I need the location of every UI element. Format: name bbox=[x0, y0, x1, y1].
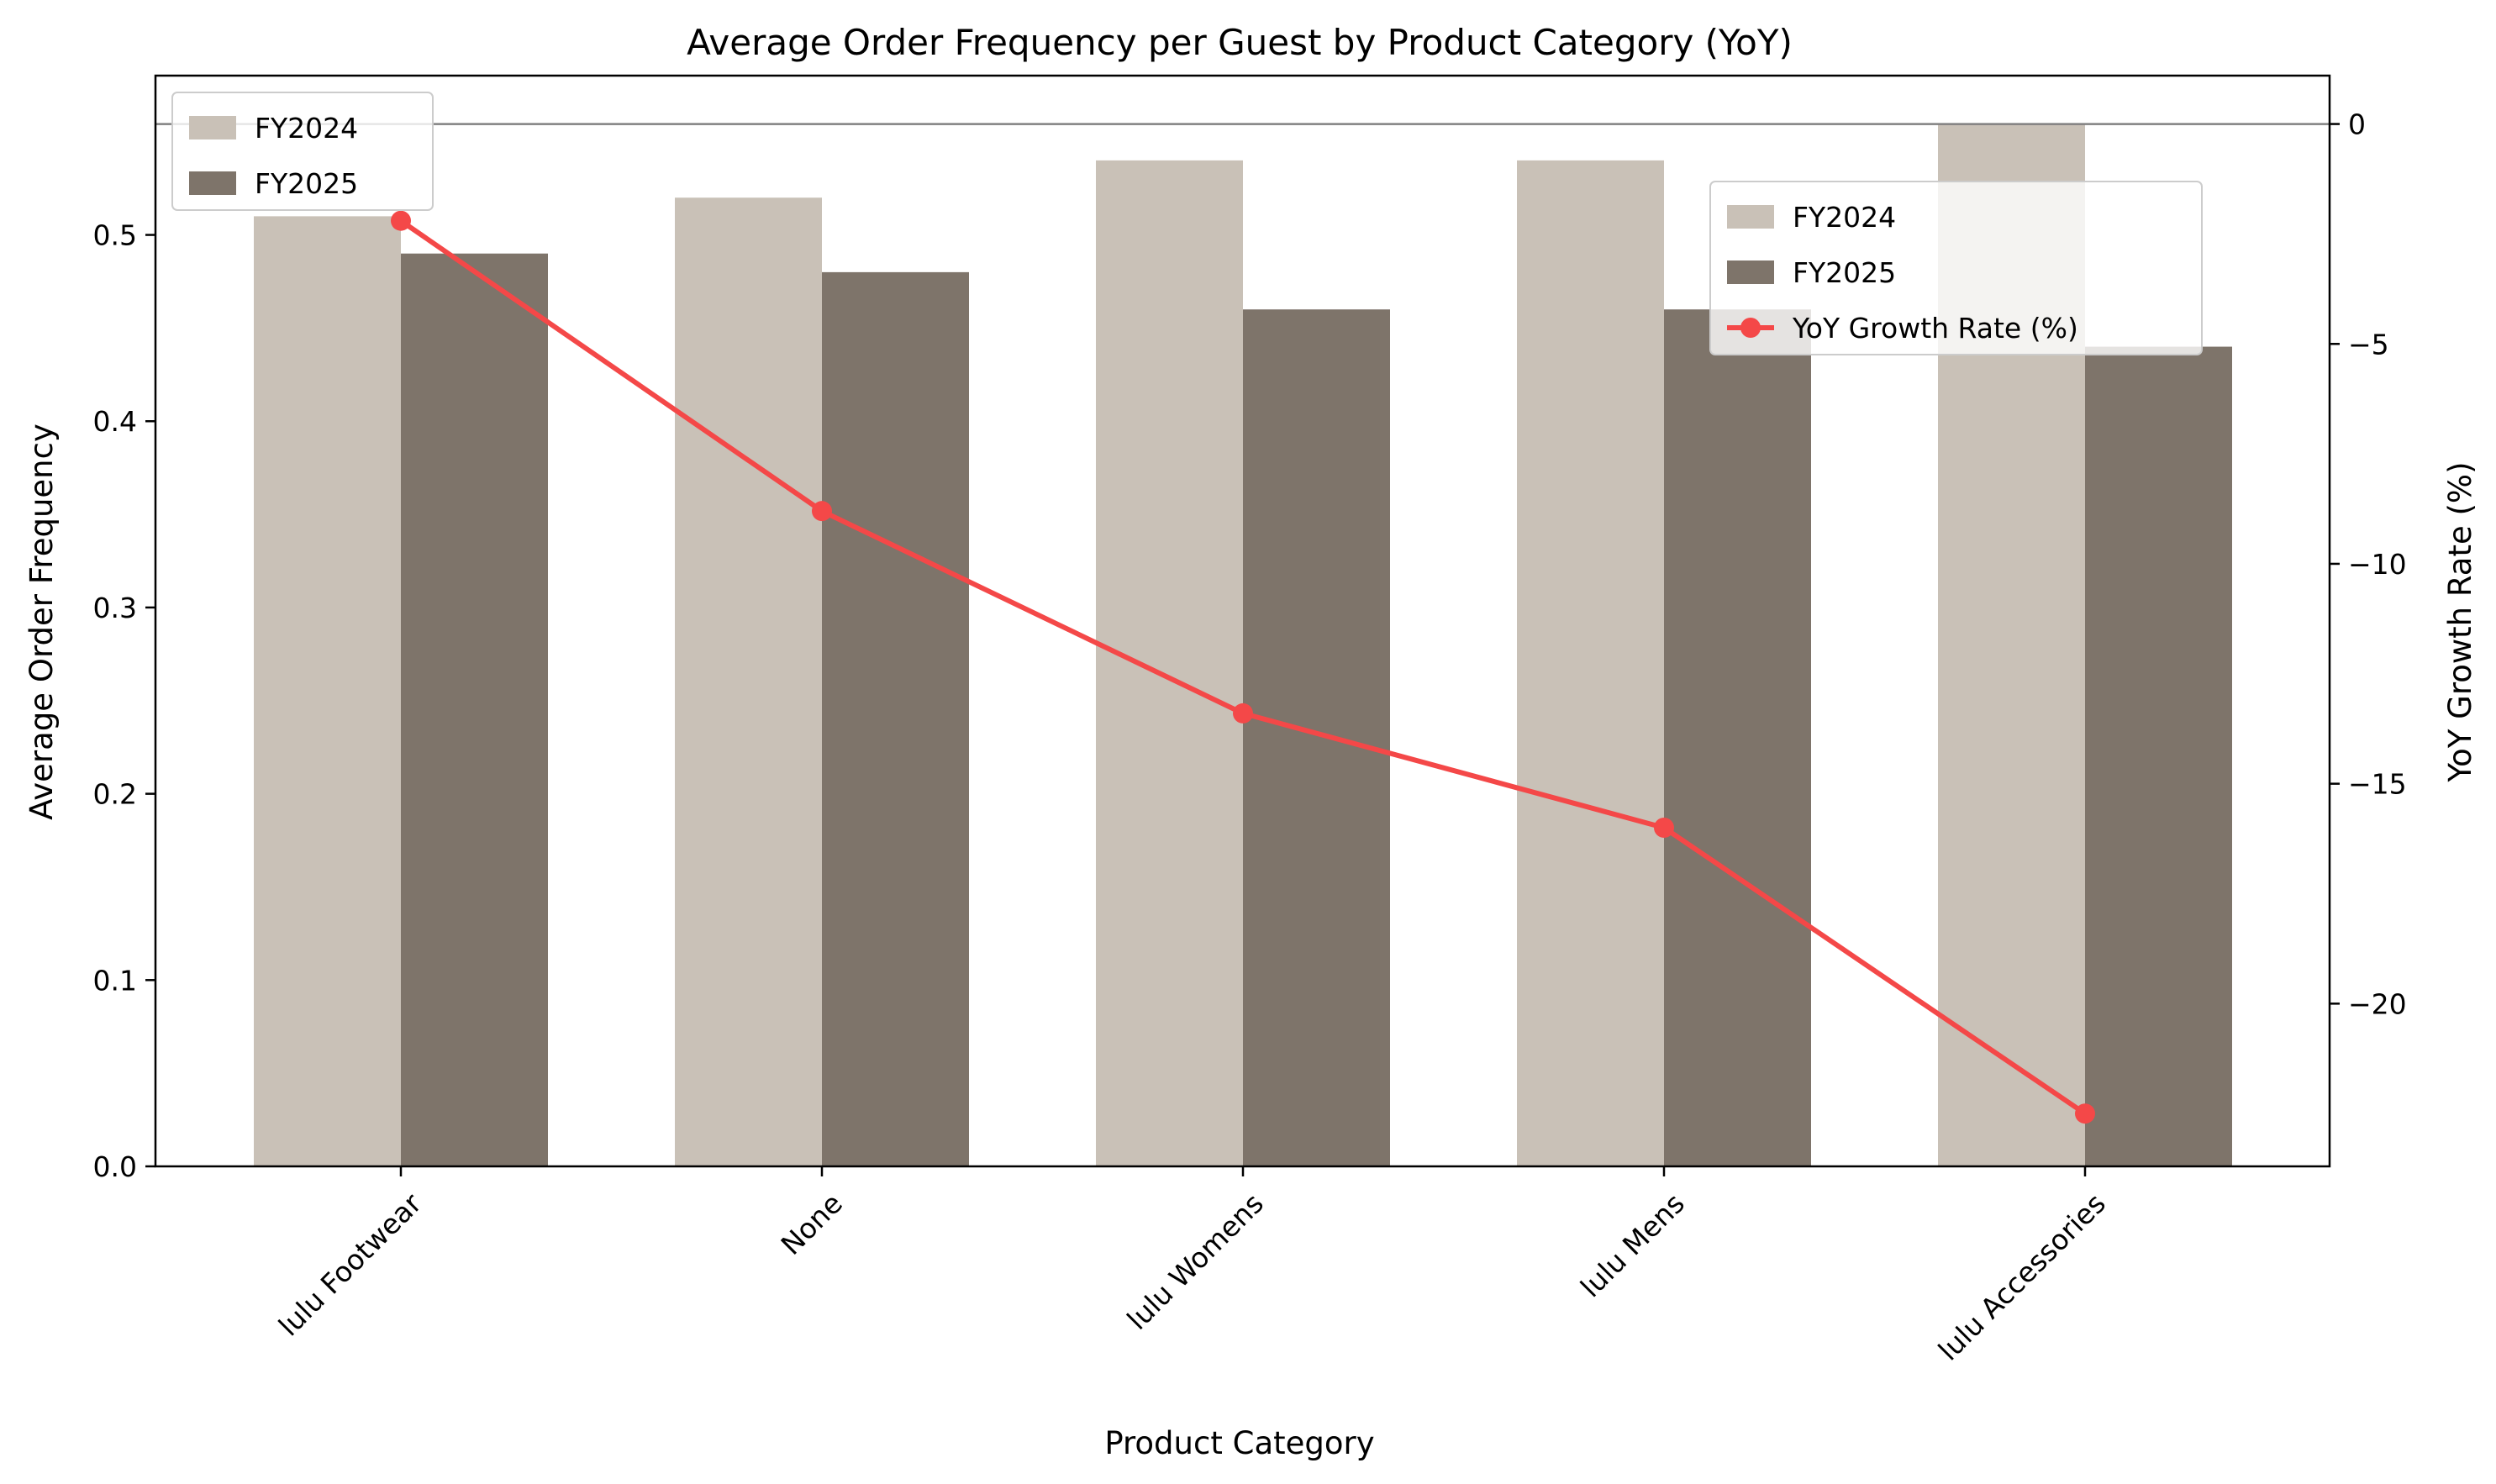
legend-right-label-0: FY2024 bbox=[1793, 201, 1896, 234]
y-tick-label-4: 0.4 bbox=[93, 405, 137, 438]
plot-area: 0.0 0.1 0.2 0.3 0.4 0.5 0 −5 −10 −15 −20 lulu Footw… bbox=[93, 74, 2407, 1367]
x-tick-label-2: lulu Womens bbox=[1120, 1187, 1270, 1336]
growth-rate-point-0 bbox=[391, 210, 411, 231]
legend-left-box bbox=[171, 92, 434, 211]
y-tick-label-3: 0.3 bbox=[93, 592, 137, 624]
y-tick-label-0: 0.0 bbox=[93, 1150, 137, 1183]
y2-tick-label-1: −5 bbox=[2348, 328, 2389, 360]
legend-left-swatch-1 bbox=[189, 171, 236, 195]
legend-right-swatch-1 bbox=[1727, 260, 1774, 284]
bar-fy2025-3 bbox=[1664, 309, 1811, 1166]
bar-fy2025-2 bbox=[1243, 309, 1390, 1166]
growth-rate-point-1 bbox=[812, 501, 832, 522]
x-axis-label: Product Category bbox=[1104, 1425, 1374, 1461]
y2-tick-label-0: 0 bbox=[2348, 108, 2366, 141]
legend-left-label-0: FY2024 bbox=[255, 112, 358, 145]
legend-right-label-1: FY2025 bbox=[1793, 256, 1896, 289]
bar-fy2025-0 bbox=[401, 253, 548, 1166]
legend-right-label-2: YoY Growth Rate (%) bbox=[1792, 312, 2078, 345]
bar-fy2025-1 bbox=[822, 271, 969, 1167]
y-axis-label: Average Order Frequency bbox=[24, 424, 60, 820]
growth-rate-point-3 bbox=[1654, 817, 1674, 838]
y2-axis-label: YoY Growth Rate (%) bbox=[2442, 461, 2478, 782]
growth-rate-point-4 bbox=[2075, 1103, 2095, 1124]
y2-tick-label-3: −15 bbox=[2348, 768, 2407, 801]
x-tick-label-1: None bbox=[775, 1187, 849, 1260]
legend-left-label-1: FY2025 bbox=[255, 167, 358, 200]
legend-left-swatch-0 bbox=[189, 116, 236, 139]
x-tick-label-4: lulu Accessories bbox=[1932, 1187, 2112, 1366]
legend-right-swatch-marker-2 bbox=[1740, 318, 1761, 338]
legend-right-box bbox=[1709, 181, 2203, 355]
bar-fy2024-3 bbox=[1517, 160, 1664, 1166]
bar-fy2024-1 bbox=[675, 197, 822, 1166]
chart-title: Average Order Frequency per Guest by Pro… bbox=[687, 22, 1793, 63]
y2-tick-label-2: −10 bbox=[2348, 548, 2407, 581]
legend-right-swatch-0 bbox=[1727, 205, 1774, 229]
y-tick-label-2: 0.2 bbox=[93, 778, 137, 811]
y-tick-label-1: 0.1 bbox=[93, 964, 137, 997]
y2-tick-label-4: −20 bbox=[2348, 987, 2407, 1020]
x-tick-label-3: lulu Mens bbox=[1574, 1187, 1691, 1303]
y-tick-label-5: 0.5 bbox=[93, 219, 137, 252]
x-tick-label-0: lulu Footwear bbox=[272, 1187, 428, 1342]
growth-rate-point-2 bbox=[1233, 703, 1253, 724]
bar-fy2025-4 bbox=[2085, 346, 2232, 1167]
bar-fy2024-2 bbox=[1096, 160, 1243, 1166]
bar-fy2024-0 bbox=[254, 216, 401, 1166]
